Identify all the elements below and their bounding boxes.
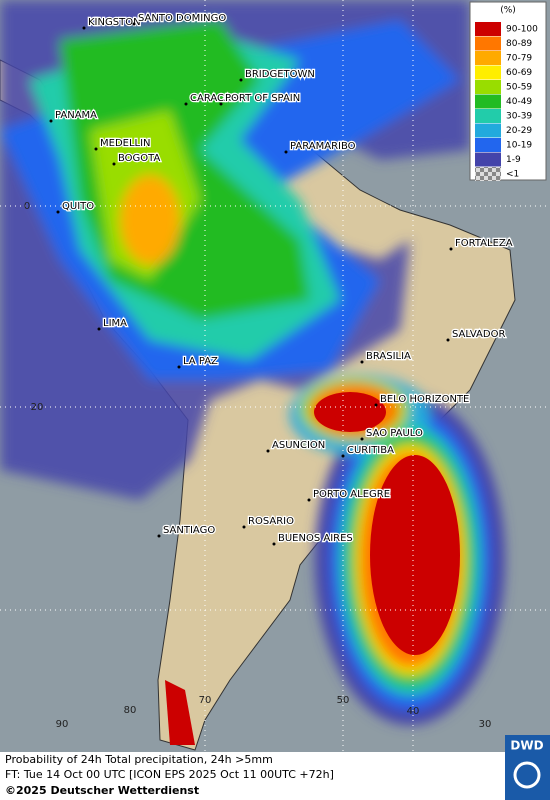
- city-dot: [49, 119, 53, 123]
- city-label: KINGSTON: [88, 17, 141, 28]
- city-label: ASUNCION: [272, 440, 325, 451]
- city-label: SANTIAGO: [163, 525, 215, 536]
- city-label: BOGOTA: [118, 153, 161, 164]
- city-dot: [97, 327, 101, 331]
- city-label: LIMA: [103, 318, 127, 329]
- city-dot: [82, 26, 86, 30]
- grid-label: 0: [24, 201, 30, 212]
- legend-label: 10-19: [506, 141, 532, 151]
- city-label: BRIDGETOWN: [245, 69, 315, 80]
- city-dot: [242, 525, 246, 529]
- city-label: FORTALEZA: [455, 238, 513, 249]
- legend: (%) 90-100 80-89 70-79 60-69 50-59 40-49 30-39…: [469, 1, 547, 181]
- logo: DWD: [510, 739, 543, 753]
- city-label: CARACAS: [190, 93, 237, 104]
- city-dot: [219, 102, 223, 106]
- city-label: PARAMARIBO: [290, 141, 356, 152]
- legend-swatch: [475, 94, 501, 109]
- legend-swatch: [475, 22, 501, 36]
- grid-label: 70: [199, 695, 212, 706]
- city-dot: [56, 210, 60, 214]
- city-label: ROSARIO: [248, 516, 294, 527]
- legend-swatch: [475, 36, 501, 51]
- city-dot: [360, 360, 364, 364]
- city-dot: [360, 437, 364, 441]
- city-dot: [284, 150, 288, 154]
- grid-label: 30: [479, 719, 492, 730]
- footer-line: Probability of 24h Total precipitation, …: [5, 753, 273, 766]
- legend-swatch: [475, 152, 501, 167]
- footer-box: [0, 752, 400, 800]
- city-dot: [446, 338, 450, 342]
- logo-box: [505, 735, 550, 800]
- legend-swatch: [475, 167, 501, 181]
- legend-label: 70-79: [506, 54, 532, 64]
- city-label: SANTO DOMINGO: [138, 13, 226, 24]
- legend-swatch: [475, 109, 501, 123]
- city-label: BUENOS AIRES: [278, 533, 353, 544]
- city-label: MEDELLIN: [100, 138, 151, 149]
- precip-core: [314, 392, 386, 432]
- city-dot: [184, 102, 188, 106]
- legend-label: 1-9: [506, 155, 521, 165]
- city-dot: [239, 78, 243, 82]
- city-dot: [341, 454, 345, 458]
- city-label: BELO HORIZONTE: [380, 394, 469, 405]
- legend-label: 30-39: [506, 112, 532, 122]
- legend-label: 80-89: [506, 39, 532, 49]
- legend-label: 20-29: [506, 126, 532, 136]
- city-label: SAO PAULO: [366, 428, 423, 439]
- legend-label: 50-59: [506, 83, 532, 93]
- city-dot: [449, 247, 453, 251]
- city-label: BRASILIA: [366, 351, 411, 362]
- footer-line: ©2025 Deutscher Wetterdienst: [5, 784, 199, 797]
- city-dot: [157, 534, 161, 538]
- grid-label: 40: [407, 706, 420, 717]
- graticule: [0, 0, 550, 752]
- city-label: QUITO: [62, 201, 94, 212]
- city-label: LA PAZ: [183, 356, 218, 367]
- precip-core: [165, 680, 195, 745]
- legend-swatch: [475, 138, 501, 152]
- logo-icon: [513, 761, 541, 789]
- grid-label: 20: [31, 402, 44, 413]
- grid-label: 80: [124, 705, 137, 716]
- grid-label: 90: [56, 719, 69, 730]
- city-dot: [177, 365, 181, 369]
- grid-label: 50: [337, 695, 350, 706]
- legend-label: 40-49: [506, 97, 532, 107]
- city-dot: [132, 22, 136, 26]
- legend-swatch: [475, 65, 501, 80]
- city-label: PANAMA: [55, 110, 97, 121]
- city-dot: [307, 498, 311, 502]
- city-dot: [272, 542, 276, 546]
- legend-swatch: [475, 123, 501, 138]
- legend-swatch: [475, 51, 501, 65]
- city-dot: [266, 449, 270, 453]
- legend-label: 60-69: [506, 68, 532, 78]
- city-label: PORTO ALEGRE: [313, 489, 390, 500]
- legend-title: (%): [500, 6, 516, 16]
- city-dot: [94, 147, 98, 151]
- footer-line: FT: Tue 14 Oct 00 UTC [ICON EPS 2025 Oct…: [5, 768, 334, 781]
- city-label: PORT OF SPAIN: [225, 93, 300, 104]
- city-label: CURITIBA: [347, 445, 394, 456]
- precip-core: [370, 455, 460, 655]
- city-label: SALVADOR: [452, 329, 505, 340]
- city-dot: [374, 403, 378, 407]
- legend-swatch: [475, 80, 501, 94]
- legend-label: 90-100: [506, 25, 538, 35]
- city-dot: [112, 162, 116, 166]
- legend-label: <1: [506, 170, 519, 180]
